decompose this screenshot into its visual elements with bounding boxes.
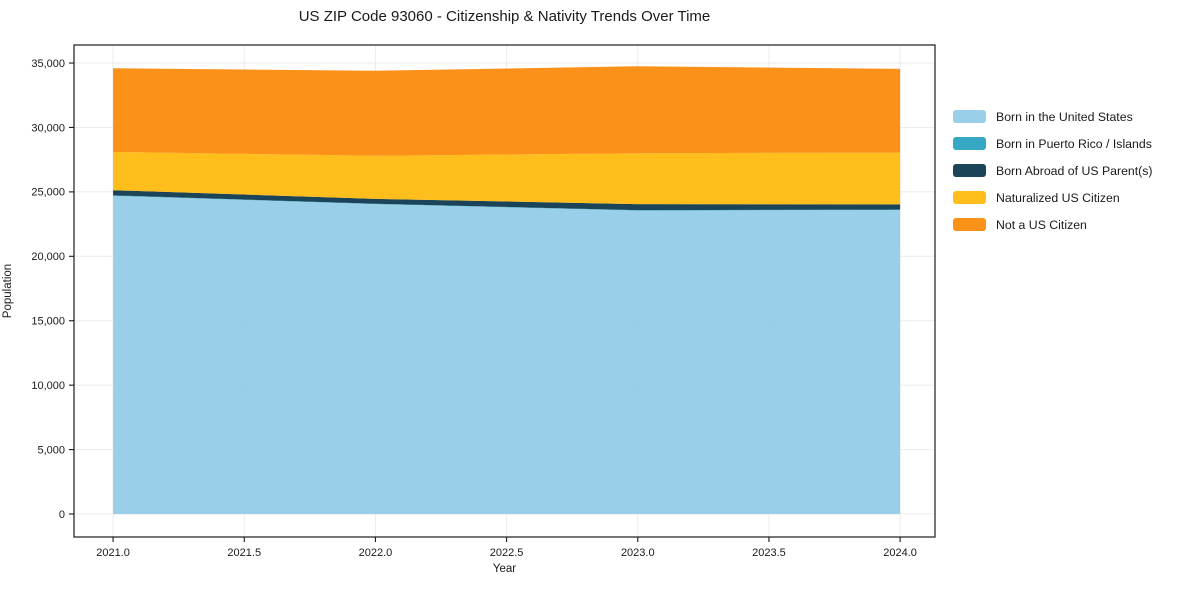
x-axis-label: Year bbox=[492, 563, 517, 575]
x-tick-label: 2023.5 bbox=[752, 547, 786, 559]
y-tick-label: 10,000 bbox=[31, 380, 65, 392]
chart-title: US ZIP Code 93060 - Citizenship & Nativi… bbox=[298, 8, 711, 25]
legend: Born in the United States Born in Puerto … bbox=[953, 103, 1153, 238]
y-tick-label: 20,000 bbox=[31, 251, 65, 263]
area-series-born-in-the-united-states bbox=[113, 195, 901, 514]
y-tick-label: 5,000 bbox=[37, 444, 65, 456]
y-axis-label: Population bbox=[2, 263, 14, 319]
x-tick-label: 2024.0 bbox=[883, 547, 917, 559]
legend-swatch-icon bbox=[953, 110, 986, 123]
legend-swatch-icon bbox=[953, 191, 986, 204]
y-tick-label: 25,000 bbox=[31, 187, 65, 199]
y-tick-label: 15,000 bbox=[31, 316, 65, 328]
area-series-naturalized-us-citizen bbox=[113, 151, 901, 205]
legend-swatch-icon bbox=[953, 137, 986, 150]
legend-label: Born in the United States bbox=[996, 109, 1133, 124]
legend-row: Not a US Citizen bbox=[953, 211, 1153, 238]
legend-label: Born Abroad of US Parent(s) bbox=[996, 163, 1153, 178]
x-tick-label: 2021.5 bbox=[227, 547, 261, 559]
y-tick-label: 30,000 bbox=[31, 122, 65, 134]
legend-row: Born in the United States bbox=[953, 103, 1153, 130]
area-series-not-a-us-citizen bbox=[113, 66, 901, 156]
x-tick-label: 2022.5 bbox=[490, 547, 524, 559]
legend-swatch-icon bbox=[953, 218, 986, 231]
legend-row: Naturalized US Citizen bbox=[953, 184, 1153, 211]
area-series-born-abroad-of-us-parent-s bbox=[113, 190, 901, 211]
x-tick-label: 2021.0 bbox=[96, 547, 130, 559]
legend-row: Born in Puerto Rico / Islands bbox=[953, 130, 1153, 157]
x-tick-label: 2023.0 bbox=[621, 547, 655, 559]
legend-label: Born in Puerto Rico / Islands bbox=[996, 136, 1152, 151]
axes-frame bbox=[73, 44, 936, 538]
y-tick-label: 35,000 bbox=[31, 58, 65, 70]
legend-swatch-icon bbox=[953, 164, 986, 177]
legend-label: Not a US Citizen bbox=[996, 217, 1087, 232]
y-tick-label: 0 bbox=[59, 509, 65, 521]
legend-row: Born Abroad of US Parent(s) bbox=[953, 157, 1153, 184]
legend-label: Naturalized US Citizen bbox=[996, 190, 1120, 205]
x-tick-label: 2022.0 bbox=[359, 547, 393, 559]
